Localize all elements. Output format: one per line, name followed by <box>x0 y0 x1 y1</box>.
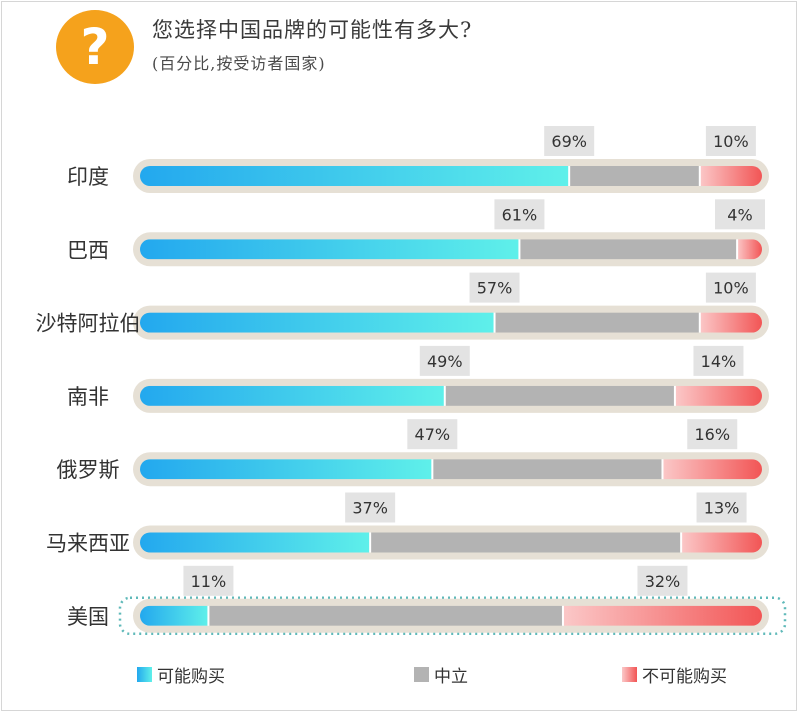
bar-neutral <box>444 385 675 406</box>
bar-row: 美国 11% 32% <box>67 565 787 636</box>
likely-label-box <box>494 199 545 230</box>
category-label: 马来西亚 <box>46 532 130 556</box>
unlikely-value-label: 32% <box>645 572 681 591</box>
unlikely-label-box <box>696 492 747 523</box>
bar-likely <box>140 166 570 186</box>
bar-unlikely <box>681 532 762 553</box>
likely-label-box <box>469 272 520 303</box>
unlikely-label-box <box>705 126 756 156</box>
unlikely-label-box <box>705 272 756 303</box>
legend-unlikely-label: 不可能购买 <box>642 667 727 687</box>
bar-likely <box>140 239 520 260</box>
highlight-outline <box>118 596 787 636</box>
bar-neutral <box>370 532 682 553</box>
likely-value-label: 47% <box>415 425 451 444</box>
likely-label-box <box>544 126 595 156</box>
likely-label-box <box>407 419 458 450</box>
legend-likely-swatch <box>137 667 152 682</box>
unlikely-label-box <box>715 199 765 230</box>
bar-unlikely <box>699 166 762 186</box>
bar-likely <box>140 605 209 626</box>
likely-label-box <box>183 565 234 596</box>
category-label: 印度 <box>67 165 109 189</box>
legend-unlikely: 不可能购买 <box>622 662 727 687</box>
unlikely-value-label: 13% <box>704 499 740 518</box>
unlikely-value-label: 4% <box>727 205 752 224</box>
bar-likely <box>140 385 445 406</box>
unlikely-value-label: 14% <box>701 352 737 371</box>
question-mark-glyph: ? <box>80 18 110 76</box>
unlikely-label-box <box>693 345 744 376</box>
question-mark-icon: ? <box>56 10 134 84</box>
bar-likely <box>140 312 495 333</box>
bar-unlikely <box>674 385 762 406</box>
bar-segments <box>140 312 762 333</box>
bar-likely <box>140 532 371 553</box>
unlikely-value-label: 16% <box>694 425 730 444</box>
likely-value-label: 57% <box>477 279 513 298</box>
unlikely-label-box <box>687 419 738 450</box>
bar-unlikely <box>562 605 762 626</box>
likely-value-label: 37% <box>352 499 388 518</box>
likely-value-label: 49% <box>427 352 463 371</box>
likely-value-label: 61% <box>502 205 538 224</box>
bar-segments <box>140 459 762 480</box>
category-label: 沙特阿拉伯 <box>36 312 141 336</box>
unlikely-label-box <box>637 565 688 596</box>
bar-neutral <box>208 605 563 626</box>
bar-row: 俄罗斯 47% 16% <box>57 419 769 487</box>
legend-likely: 可能购买 <box>137 662 225 687</box>
bar-unlikely <box>737 239 762 260</box>
unlikely-value-label: 10% <box>713 279 749 298</box>
bar-segments <box>140 239 762 260</box>
bar-neutral <box>519 239 738 260</box>
bar-row: 沙特阿拉伯 57% 10% <box>36 272 769 340</box>
bar-row: 马来西亚 37% 13% <box>46 492 769 560</box>
bar-neutral <box>432 459 663 480</box>
chart-title: 您选择中国品牌的可能性有多大? <box>152 18 473 42</box>
bar-unlikely <box>699 312 762 333</box>
legend-likely-label: 可能购买 <box>157 667 225 687</box>
bar-segments <box>140 605 762 626</box>
legend-neutral-label: 中立 <box>434 667 468 687</box>
bar-row: 印度 69% 10% <box>67 126 769 193</box>
category-label: 美国 <box>67 605 109 629</box>
unlikely-value-label: 10% <box>713 132 749 151</box>
bar-segments <box>140 385 762 406</box>
likely-label-box <box>419 345 470 376</box>
likely-value-label: 11% <box>191 572 227 591</box>
likely-value-label: 69% <box>551 132 587 151</box>
legend-neutral-swatch <box>414 667 429 682</box>
category-label: 俄罗斯 <box>57 458 120 482</box>
likely-label-box <box>345 492 396 523</box>
legend-unlikely-swatch <box>622 667 637 682</box>
chart-subtitle: (百分比,按受访者国家) <box>152 54 326 73</box>
category-label: 南非 <box>67 385 109 409</box>
bar-neutral <box>494 312 700 333</box>
bar-likely <box>140 459 433 480</box>
bar-row: 南非 49% 14% <box>67 345 769 413</box>
bar-neutral <box>569 166 700 186</box>
bar-segments <box>140 532 762 553</box>
bar-unlikely <box>662 459 762 480</box>
legend-neutral: 中立 <box>414 662 468 687</box>
category-label: 巴西 <box>67 238 109 262</box>
bar-row: 巴西 61% 4% <box>67 199 769 267</box>
bar-segments <box>140 166 762 186</box>
